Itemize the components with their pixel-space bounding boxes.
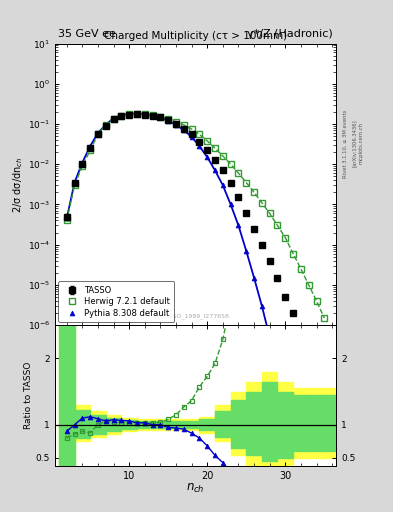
Herwig 7.2.1 default (244, 180, 249, 186)
Pythia 8.308 default (182, 127, 186, 133)
Herwig 7.2.1 default (275, 222, 280, 228)
Pythia 8.308 default (103, 122, 108, 128)
Herwig 7.2.1 default (103, 122, 108, 128)
Pythia 8.308 default (150, 113, 155, 119)
Pythia 8.308 default (64, 216, 69, 222)
Herwig 7.2.1 default (135, 111, 140, 117)
Herwig 7.2.1 default (291, 250, 296, 257)
Herwig 7.2.1 default (95, 132, 100, 138)
Herwig 7.2.1 default (158, 114, 163, 120)
Y-axis label: Ratio to TASSO: Ratio to TASSO (24, 362, 33, 429)
Herwig 7.2.1 default (322, 315, 327, 321)
Pythia 8.308 default (228, 201, 233, 207)
Herwig 7.2.1 default (150, 112, 155, 118)
Herwig 7.2.1 default (236, 170, 241, 176)
Pythia 8.308 default (244, 248, 249, 254)
Herwig 7.2.1 default (220, 153, 225, 159)
Text: 35 GeV ee: 35 GeV ee (58, 29, 116, 39)
Herwig 7.2.1 default (283, 234, 288, 241)
Pythia 8.308 default (135, 111, 140, 117)
Herwig 7.2.1 default (259, 200, 264, 206)
Herwig 7.2.1 default (72, 182, 77, 188)
Pythia 8.308 default (283, 402, 288, 409)
Pythia 8.308 default (291, 436, 296, 442)
Title: Charged Multiplicity (cτ > 100mm): Charged Multiplicity (cτ > 100mm) (104, 31, 287, 41)
Pythia 8.308 default (88, 143, 92, 150)
Herwig 7.2.1 default (299, 266, 303, 272)
Pythia 8.308 default (236, 222, 241, 228)
Pythia 8.308 default (213, 167, 217, 174)
Pythia 8.308 default (127, 111, 132, 117)
Pythia 8.308 default (72, 180, 77, 186)
Pythia 8.308 default (259, 303, 264, 309)
Herwig 7.2.1 default (252, 189, 256, 196)
Pythia 8.308 default (197, 143, 202, 150)
Pythia 8.308 default (119, 112, 124, 118)
Pythia 8.308 default (80, 159, 85, 165)
Herwig 7.2.1 default (127, 111, 132, 117)
Pythia 8.308 default (205, 154, 209, 160)
Text: TASSO_1989_I277658: TASSO_1989_I277658 (162, 314, 230, 319)
Pythia 8.308 default (267, 334, 272, 340)
X-axis label: $n_{ch}$: $n_{ch}$ (186, 482, 205, 495)
Y-axis label: 2/σ dσ/dn$_{ch}$: 2/σ dσ/dn$_{ch}$ (11, 156, 25, 212)
Pythia 8.308 default (166, 118, 171, 124)
Pythia 8.308 default (275, 366, 280, 372)
Pythia 8.308 default (111, 115, 116, 121)
Herwig 7.2.1 default (80, 163, 85, 169)
Text: γ*/Z (Hadronic): γ*/Z (Hadronic) (248, 29, 333, 39)
Herwig 7.2.1 default (189, 126, 194, 132)
Herwig 7.2.1 default (88, 147, 92, 154)
Herwig 7.2.1 default (142, 111, 147, 117)
Herwig 7.2.1 default (64, 218, 69, 224)
Text: Rivet 3.1.10, ≥ 3M events: Rivet 3.1.10, ≥ 3M events (343, 109, 348, 178)
Herwig 7.2.1 default (197, 132, 202, 138)
Pythia 8.308 default (142, 111, 147, 117)
Pythia 8.308 default (220, 182, 225, 188)
Legend: TASSO, Herwig 7.2.1 default, Pythia 8.308 default: TASSO, Herwig 7.2.1 default, Pythia 8.30… (58, 282, 174, 322)
Herwig 7.2.1 default (213, 145, 217, 151)
Herwig 7.2.1 default (306, 282, 311, 288)
Text: mcplots.cern.ch: mcplots.cern.ch (358, 122, 364, 164)
Herwig 7.2.1 default (314, 298, 319, 304)
Line: Herwig 7.2.1 default: Herwig 7.2.1 default (64, 111, 327, 321)
Pythia 8.308 default (306, 511, 311, 512)
Pythia 8.308 default (174, 122, 178, 128)
Pythia 8.308 default (158, 114, 163, 120)
Pythia 8.308 default (95, 130, 100, 136)
Line: Pythia 8.308 default: Pythia 8.308 default (64, 111, 311, 512)
Herwig 7.2.1 default (267, 210, 272, 217)
Herwig 7.2.1 default (205, 138, 209, 144)
Pythia 8.308 default (252, 275, 256, 281)
Text: [arXiv:1306.3436]: [arXiv:1306.3436] (352, 119, 357, 167)
Herwig 7.2.1 default (182, 122, 186, 128)
Herwig 7.2.1 default (111, 116, 116, 122)
Herwig 7.2.1 default (166, 116, 171, 122)
Herwig 7.2.1 default (119, 113, 124, 119)
Herwig 7.2.1 default (174, 118, 178, 124)
Pythia 8.308 default (189, 134, 194, 140)
Herwig 7.2.1 default (228, 161, 233, 167)
Pythia 8.308 default (299, 471, 303, 477)
